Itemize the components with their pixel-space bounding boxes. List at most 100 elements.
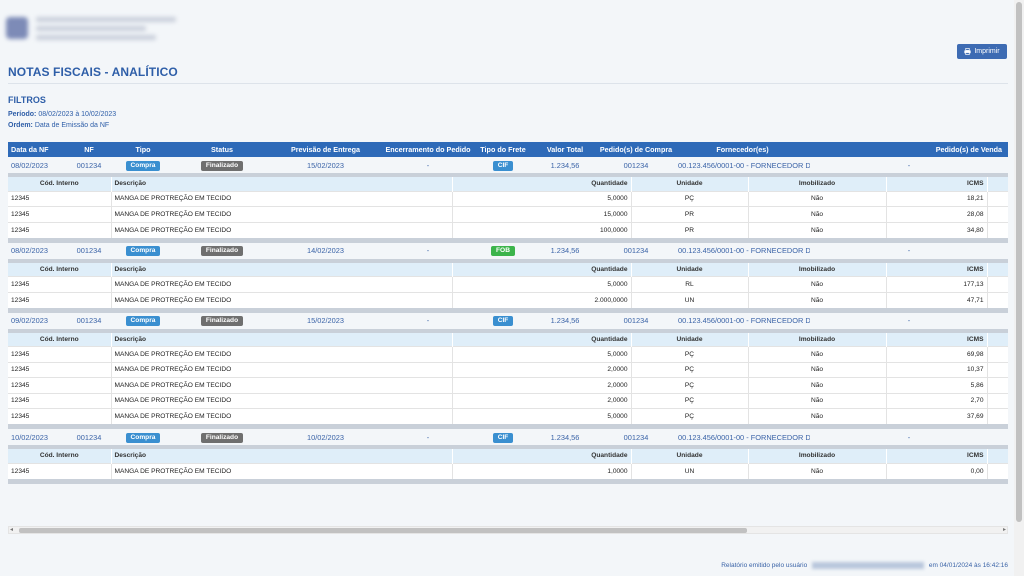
invoice-closing: - (426, 316, 430, 325)
invoice-status-badge: Finalizado (200, 246, 244, 256)
item-cell: 11,00 (987, 392, 1008, 409)
horizontal-scrollbar[interactable]: ◂ ▸ (8, 526, 1008, 534)
invoice-row[interactable]: 08/02/2023 001234 Compra Finalizado 15/02/20… (8, 157, 1008, 173)
invoice-closing: - (426, 432, 430, 442)
items-column-header: ICMS (886, 262, 988, 277)
item-cell: 1,0000 (452, 462, 632, 479)
invoice-type-badge: Compra (125, 432, 161, 443)
item-cell: 12345 (8, 377, 112, 393)
invoice-closing-cell: - (383, 429, 473, 445)
invoice-closing-cell: - (383, 312, 473, 329)
item-cell: MANGA DE PROTREÇÃO EM TECIDO (111, 462, 453, 479)
invoice-date: 10/02/2023 (11, 432, 48, 442)
invoice-purchase-order-cell: 001234 (597, 429, 675, 445)
invoice-total: 1.234,56 (550, 316, 580, 325)
filter-period-label: Período: (8, 111, 37, 118)
item-row: 12345 MANGA DE PROTREÇÃO EM TECIDO 15,0000… (8, 206, 1008, 222)
item-cell: PÇ (631, 190, 749, 207)
items-column-header: Descrição (111, 449, 453, 463)
items-column-header: Unidade (631, 262, 749, 277)
item-cell: Não (748, 377, 887, 393)
column-header: Status (176, 142, 268, 157)
invoice-closing: - (426, 246, 430, 255)
item-cell: 2.000,0000 (452, 291, 632, 308)
item-cell: UN (631, 462, 749, 479)
invoice-date-cell: 08/02/2023 (8, 157, 68, 173)
footer-prefix: Relatório emitido pelo usuário (721, 562, 808, 570)
items-column-header: Quantidade (452, 262, 632, 277)
item-cell: 12,00 (987, 408, 1008, 424)
invoice-type-badge-cell: Compra (110, 429, 176, 445)
logo-mark (6, 17, 28, 39)
invoice-purchase-order: 001234 (623, 432, 649, 442)
items-column-header: ICMS (%) (987, 262, 1008, 277)
invoice-sales-order: - (907, 316, 911, 325)
invoice-supplier-cell: 00.123.456/0001-00 - FORNECEDOR DE P... (675, 242, 810, 259)
print-button[interactable]: Imprimir (957, 44, 1007, 59)
item-cell: 12,00 (987, 190, 1008, 207)
arrow-left-icon[interactable]: ◂ (10, 527, 14, 533)
item-row: 12345 MANGA DE PROTREÇÃO EM TECIDO 2,0000 P… (8, 361, 1008, 378)
item-cell: 12,00 (987, 346, 1008, 362)
vertical-scroll-thumb[interactable] (1016, 2, 1022, 522)
items-header: Cód. Interno Descrição Quantidade Unidade Im… (8, 332, 1008, 347)
items-column-header: ICMS (%) (987, 177, 1008, 191)
item-cell: MANGA DE PROTREÇÃO EM TECIDO (111, 206, 453, 222)
item-cell: 5,86 (886, 377, 988, 393)
report-table-container[interactable]: Data da NF NF Tipo Status Previsão de Entreg… (8, 142, 1008, 518)
horizontal-scroll-thumb[interactable] (19, 528, 747, 533)
item-cell: 12,00 (987, 206, 1008, 222)
items-header: Cód. Interno Descrição Quantidade Unidade Im… (8, 177, 1008, 191)
invoice-closing-cell: - (383, 242, 473, 259)
item-cell: Não (748, 206, 887, 222)
item-cell: 12345 (8, 361, 112, 378)
items-table: Cód. Interno Descrição Quantidade Unidade Im… (8, 332, 1008, 424)
invoice-sales-order-cell: - (810, 242, 1008, 259)
invoice-number-cell: 001234 (68, 242, 110, 259)
item-cell: 100,0000 (452, 221, 632, 238)
item-cell: Não (748, 221, 887, 238)
invoice-delivery-date-cell: 15/02/2023 (268, 312, 383, 329)
filter-order-value: Data de Emissão da NF (34, 122, 110, 129)
invoice-row[interactable]: 08/02/2023 001234 Compra Finalizado 14/02/20… (8, 242, 1008, 259)
item-row: 12345 MANGA DE PROTREÇÃO EM TECIDO 2,0000 P… (8, 392, 1008, 409)
item-cell: 177,13 (886, 276, 988, 292)
item-cell: Não (748, 408, 887, 424)
invoice-items-cell: Cód. Interno Descrição Quantidade Unidade Im… (8, 445, 1008, 484)
item-cell: MANGA DE PROTREÇÃO EM TECIDO (111, 221, 453, 238)
invoice-supplier: 00.123.456/0001-00 - FORNECEDOR DE P... (678, 246, 810, 255)
invoice-sales-order-cell: - (810, 157, 1008, 173)
item-cell: 12,00 (987, 361, 1008, 378)
report-header: Data da NF NF Tipo Status Previsão de Entreg… (8, 142, 1008, 157)
invoice-status-badge-cell: Finalizado (176, 312, 268, 329)
item-cell: 2,0000 (452, 377, 632, 393)
item-row: 12345 MANGA DE PROTREÇÃO EM TECIDO 100,000… (8, 221, 1008, 238)
items-table: Cód. Interno Descrição Quantidade Unidade Im… (8, 177, 1008, 238)
invoice-items-cell: Cód. Interno Descrição Quantidade Unidade Im… (8, 258, 1008, 313)
invoice-type-badge: Compra (125, 316, 161, 326)
item-row: 12345 MANGA DE PROTREÇÃO EM TECIDO 5,0000 P… (8, 408, 1008, 424)
item-row: 12345 MANGA DE PROTREÇÃO EM TECIDO 5,0000 P… (8, 190, 1008, 207)
invoice-date: 08/02/2023 (11, 246, 48, 255)
invoice-total: 1.234,56 (550, 432, 580, 442)
invoice-total-cell: 1.234,56 (533, 429, 597, 445)
invoice-type-badge-cell: Compra (110, 312, 176, 329)
invoice-freight-badge-cell: FOB (473, 242, 533, 259)
item-cell: MANGA DE PROTREÇÃO EM TECIDO (111, 361, 453, 378)
invoice-number-cell: 001234 (68, 429, 110, 445)
arrow-right-icon[interactable]: ▸ (1002, 527, 1006, 533)
vertical-scrollbar[interactable] (1014, 0, 1024, 576)
invoice-type-badge: Compra (125, 160, 161, 171)
invoice-delivery-date: 15/02/2023 (307, 160, 344, 170)
column-header: Tipo do Frete (473, 142, 533, 157)
item-cell: 34,80 (886, 221, 988, 238)
invoice-closing-cell: - (383, 157, 473, 173)
items-table: Cód. Interno Descrição Quantidade Unidade Im… (8, 449, 1008, 479)
invoice-freight-badge: CIF (492, 316, 514, 326)
invoice-row[interactable]: 09/02/2023 001234 Compra Finalizado 15/02/20… (8, 312, 1008, 329)
invoice-row[interactable]: 10/02/2023 001234 Compra Finalizado 10/02/20… (8, 429, 1008, 445)
item-row: 12345 MANGA DE PROTREÇÃO EM TECIDO 5,0000 P… (8, 346, 1008, 362)
invoice-supplier-cell: 00.123.456/0001-00 - FORNECEDOR DE P... (675, 429, 810, 445)
item-cell: 4,00 (987, 221, 1008, 238)
item-cell: Não (748, 392, 887, 409)
